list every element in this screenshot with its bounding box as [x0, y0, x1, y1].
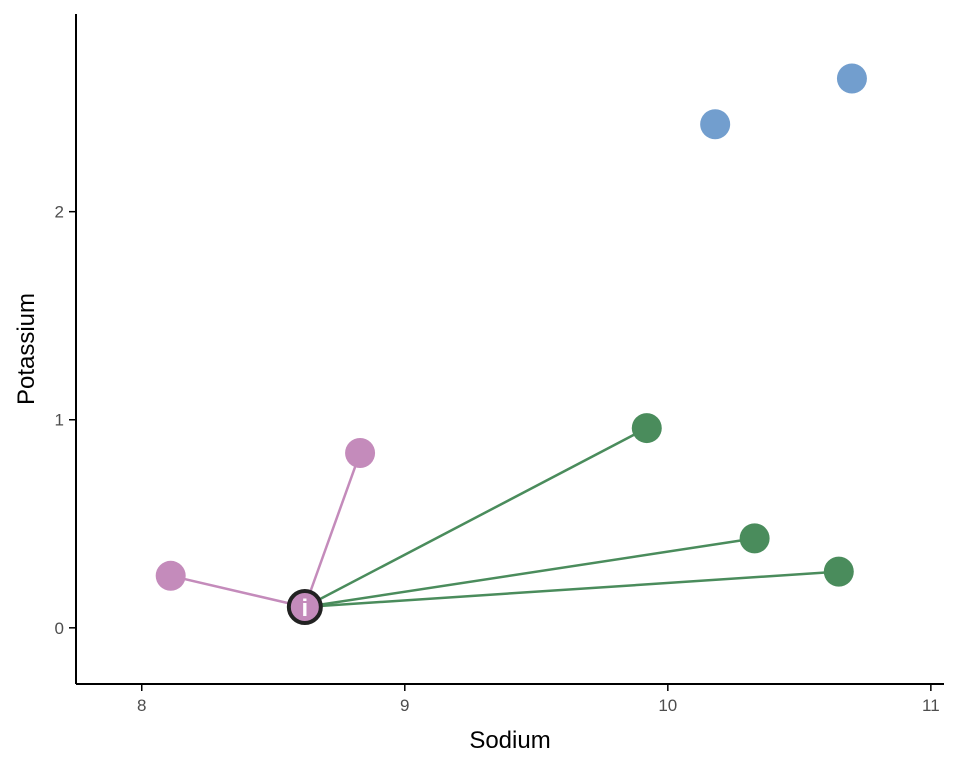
neighbor-link-line [304, 426, 648, 609]
y-tick-label: 0 [55, 619, 64, 638]
data-point [836, 63, 867, 94]
query-point-group: i [286, 589, 323, 626]
neighbor-link-line [304, 537, 755, 609]
axes: 8 9 10 11 0 1 2 [55, 14, 944, 715]
data-point [739, 523, 770, 554]
x-axis-title: Sodium [469, 727, 550, 754]
x-tick-label: 11 [922, 696, 940, 715]
y-axis-ticks: 0 1 2 [55, 203, 76, 638]
data-point [823, 556, 854, 587]
neighbor-link-line [303, 452, 362, 608]
x-tick-label: 10 [658, 696, 677, 715]
data-points [155, 63, 867, 591]
x-axis-ticks: 8 9 10 11 [137, 684, 940, 715]
y-tick-label: 1 [55, 411, 64, 430]
query-point [286, 589, 323, 626]
data-point [700, 109, 731, 140]
x-tick-label: 8 [137, 696, 146, 715]
y-tick-label: 2 [55, 203, 64, 222]
query-point-glyph: i [302, 595, 309, 622]
data-point [345, 438, 376, 469]
neighbor-links [170, 426, 839, 609]
y-axis-title: Potassium [13, 293, 40, 405]
data-point [155, 560, 186, 591]
neighbor-link-line [304, 570, 839, 609]
data-point [631, 413, 662, 444]
x-tick-label: 9 [400, 696, 409, 715]
neighbor-link-line [170, 574, 306, 609]
